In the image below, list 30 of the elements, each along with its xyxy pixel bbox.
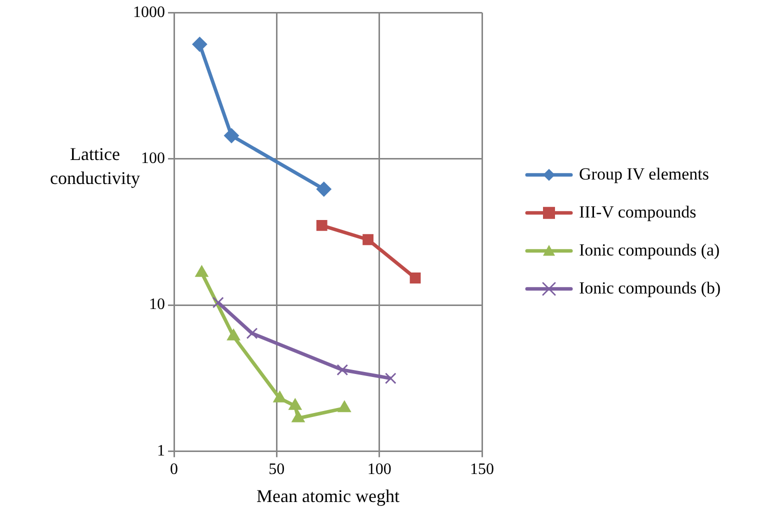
point [212,296,224,308]
x-tick-label: 150 [470,461,494,478]
point [410,272,421,284]
legend-label: III-V compounds [579,202,696,222]
point [273,390,286,402]
y-axis-title: Lattice conductivity [50,144,140,188]
x-tick-label: 0 [170,461,178,478]
point [224,128,239,144]
point [316,220,328,231]
point [246,328,258,340]
y-tick-label: 1000 [133,4,165,21]
y-tick-label: 1 [157,442,165,460]
point [362,234,374,246]
x-tick-label: 100 [367,461,392,478]
y-tick-label: 100 [141,150,165,168]
point [338,400,351,412]
x-axis-title: Mean atomic weght [256,486,400,506]
y-tick-label: 10 [149,296,165,314]
point [195,265,208,277]
x-tick-label: 50 [268,461,285,478]
point [288,398,302,410]
point [316,182,332,197]
point [226,328,240,340]
point [384,372,396,384]
legend-label: Ionic compounds (b) [579,278,721,298]
legend-label: Group IV elements [579,164,709,184]
point [292,410,305,422]
point [336,364,348,376]
point [192,36,208,52]
legend-label: Ionic compounds (a) [579,240,720,260]
